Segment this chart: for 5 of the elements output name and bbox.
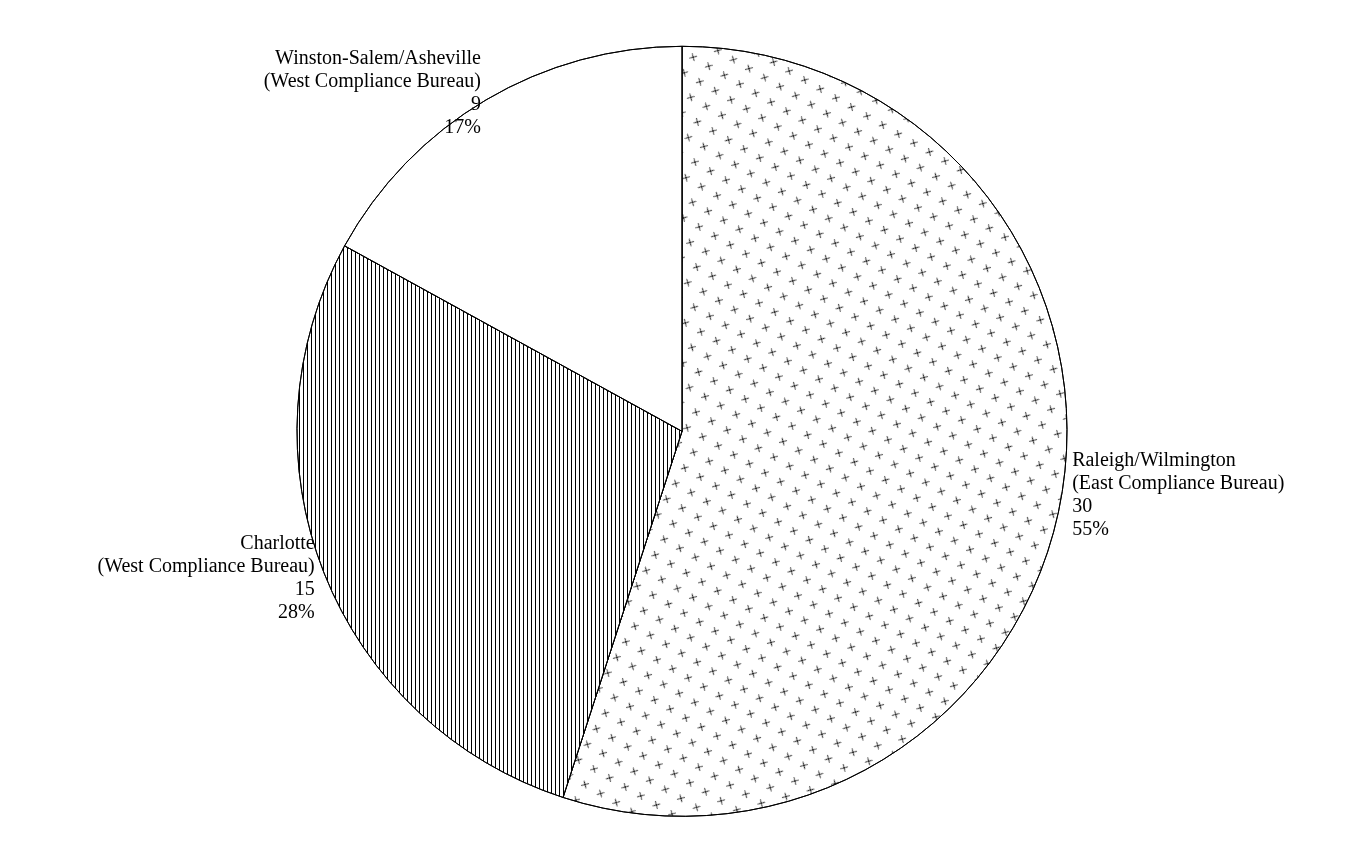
slice-label: Raleigh/Wilmington (East Compliance Bureau) [1072, 447, 1285, 494]
slice-label: Charlotte (West Compliance Bureau) [97, 531, 315, 578]
slice-label: Winston-Salem/Asheville (West Compliance Bureau) [263, 45, 482, 92]
data-label: 15 28% [278, 577, 315, 623]
data-label: 30 55% [1072, 493, 1109, 539]
